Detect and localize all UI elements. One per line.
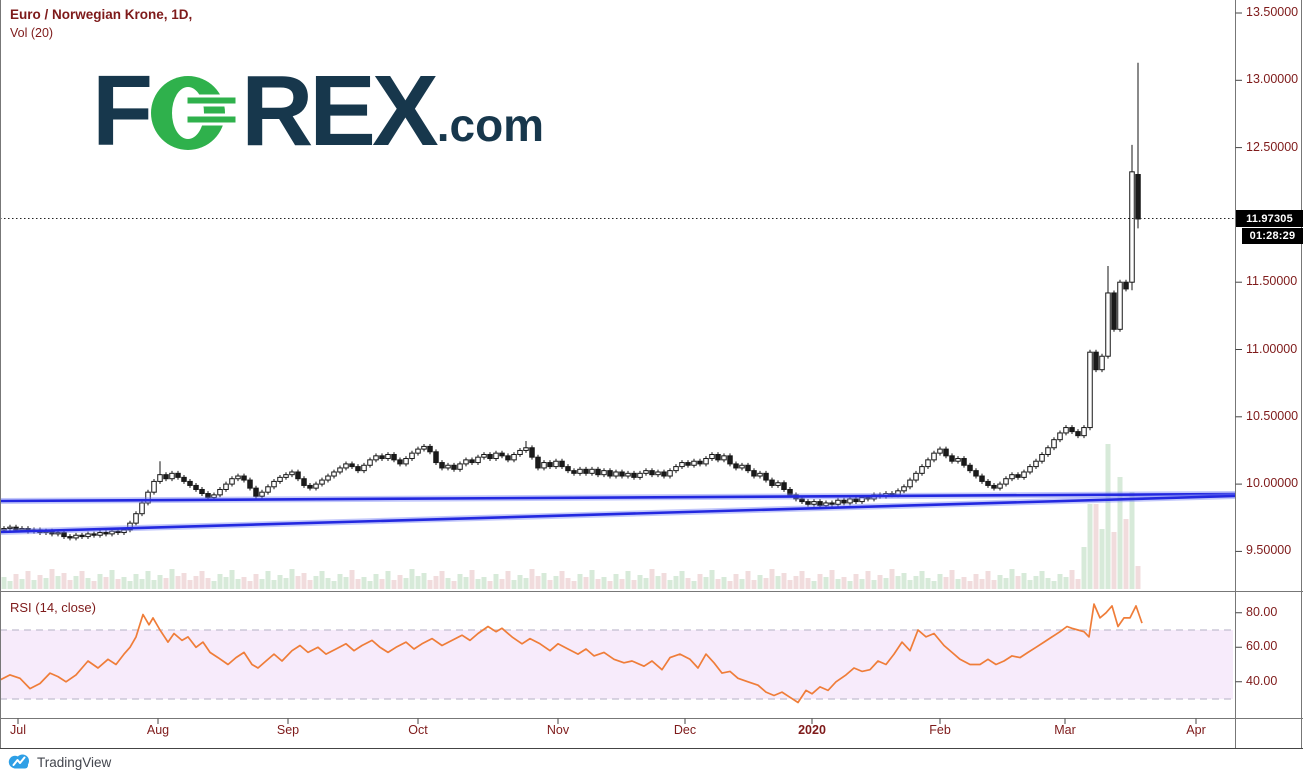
price-axis-label: 9.50000 [1246,543,1292,558]
tradingview-cloud-icon [8,754,29,769]
month-label: Mar [1054,723,1076,737]
tradingview-attribution[interactable]: TradingView [8,754,111,771]
month-label: Sep [276,723,300,737]
tradingview-name: TradingView [37,755,112,770]
forex-watermark-logo: F REX .com [92,55,545,167]
month-label: Oct [408,723,428,737]
rsi-axis-label: 40.00 [1246,673,1278,688]
rsi-indicator-legend[interactable]: RSI (14, close) [10,600,96,615]
month-label: 2020 [798,723,826,737]
price-axis-label: 12.50000 [1246,139,1299,154]
forex-logo-letter-f: F [92,55,153,167]
price-axis-label: 13.00000 [1246,72,1299,87]
rsi-band [0,629,1233,700]
forex-logo-euro-o-icon [151,76,239,150]
candlestick-series [1,62,1141,541]
bar-countdown-tag: 01:28:29 [1242,228,1303,244]
rsi-line [0,603,1143,704]
last-price-tag: 11.97305 [1236,210,1303,227]
month-label: Nov [546,723,570,737]
price-axis-label: 11.00000 [1246,341,1298,356]
volume-series [1,444,1141,589]
forex-logo-com-suffix: .com [436,99,545,151]
price-axis-label: 13.50000 [1246,5,1299,19]
month-label: Apr [1186,723,1206,737]
volume-indicator-legend[interactable]: Vol (20) [10,26,54,40]
rsi-axis-label: 80.00 [1246,604,1278,619]
month-label: Jul [10,723,26,737]
price-axis-label: 11.50000 [1246,274,1298,289]
forex-logo-letters-rex: REX [241,55,439,167]
frame-lines [0,0,1303,749]
trendlines[interactable] [0,491,1236,535]
month-label: Feb [929,723,951,737]
month-label: Dec [673,723,697,737]
rsi-axis-label: 60.00 [1246,639,1278,654]
price-axis-label: 10.00000 [1246,476,1299,491]
price-axis-label: 10.50000 [1246,408,1299,423]
symbol-legend[interactable]: Euro / Norwegian Krone, 1D, [10,7,193,22]
month-label: Aug [146,723,170,737]
